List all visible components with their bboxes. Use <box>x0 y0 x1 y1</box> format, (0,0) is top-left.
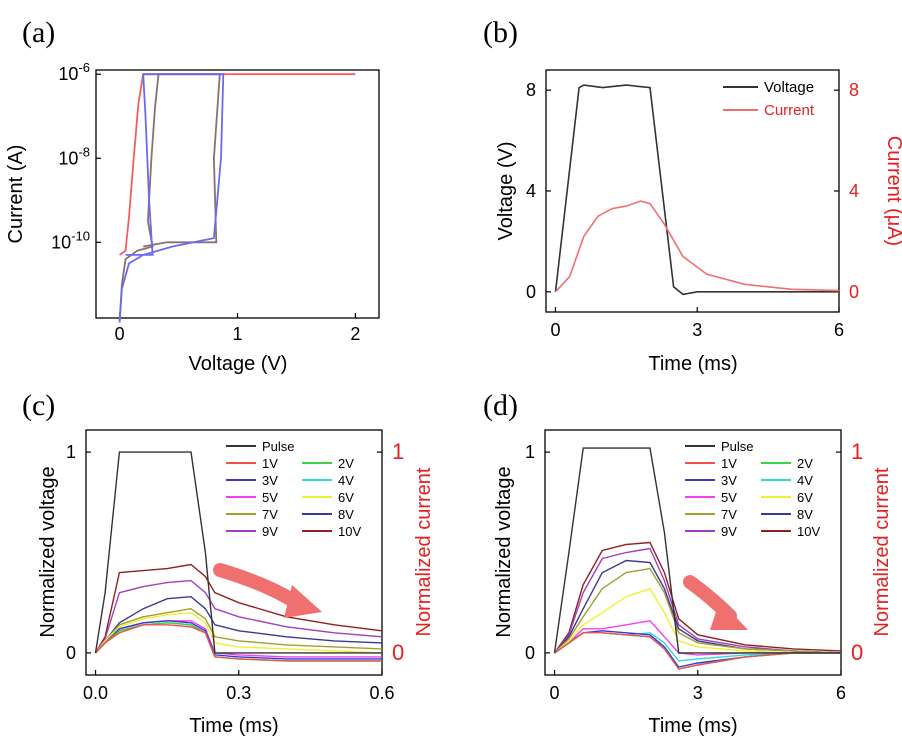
panel-c-ytick-label: 0 <box>66 643 76 663</box>
panel-c-arrow-head <box>284 585 322 618</box>
panel-d-legend-label: 9V <box>721 524 737 539</box>
panel-b-ytick-label: 8 <box>526 80 536 100</box>
panel-c-ytick-right-label: 0 <box>392 640 404 665</box>
panel-c-label: (c) <box>22 389 55 422</box>
panel-a-label: (a) <box>22 16 55 49</box>
panel-d-series-6v <box>554 587 841 654</box>
panel-c-series-6v <box>94 611 383 654</box>
panel-c-frame <box>85 429 383 676</box>
panel-d-legend-label: 2V <box>797 456 813 471</box>
panel-c-xlabel: Time (ms) <box>189 715 278 737</box>
panel-a: (a) Voltage (V) Current (A) 0 1 2 10-6 10-8 1… <box>5 16 380 375</box>
panel-b-xlabel: Time (ms) <box>648 353 737 375</box>
panel-d-legend-label: 6V <box>797 490 813 505</box>
panel-c-xtick-label: 0.3 <box>226 683 251 703</box>
panel-d-legend-label: 8V <box>797 507 813 522</box>
panel-b-label: (b) <box>483 16 518 49</box>
panel-c-ylabel: Normalized voltage <box>37 466 59 637</box>
panel-c-ytick-label: 1 <box>66 442 76 462</box>
panel-c-legend-label: 8V <box>338 507 354 522</box>
panel-b-ylabel: Voltage (V) <box>495 142 517 241</box>
panel-a-ytick-label: 10-10 <box>51 228 90 252</box>
panel-c-legend-label: 7V <box>262 507 278 522</box>
panel-d-legend-label: 1V <box>721 456 737 471</box>
panel-c-legend-label: 10V <box>338 524 361 539</box>
panel-d-arrow-head <box>710 600 748 630</box>
panel-c-legend-label: 1V <box>262 456 278 471</box>
panel-b-ytick-right-label: 8 <box>849 80 859 100</box>
panel-c-legend-label: Pulse <box>262 439 295 454</box>
panel-a-xtick-label: 2 <box>350 324 360 344</box>
panel-d-ytick-label: 1 <box>525 442 535 462</box>
panel-c-legend-label: 5V <box>262 490 278 505</box>
panel-c-series-10v <box>94 563 383 654</box>
panel-d-series-9v <box>553 547 842 654</box>
panel-c-ytick-right-label: 1 <box>392 439 404 464</box>
panel-b-legend: Voltage Current <box>723 79 815 119</box>
panel-b-ytick-right-label: 4 <box>849 181 859 201</box>
panel-d-ytick-label: 0 <box>525 643 535 663</box>
panel-b-ytick-right-label: 0 <box>849 282 859 302</box>
panel-c: (c) Time (ms) Normalized voltage Normali… <box>22 389 435 737</box>
panel-d-legend-label: 7V <box>721 507 737 522</box>
panel-a-xtick-label: 0 <box>115 324 125 344</box>
panel-b: (b) Time (ms) Voltage (V) Current (μA) 0… <box>483 16 902 375</box>
panel-d-legend-label: 10V <box>797 524 820 539</box>
panel-d-xtick-label: 0 <box>550 683 560 703</box>
panel-a-ylabel: Current (A) <box>5 145 27 244</box>
panel-c-series-7v <box>94 607 383 654</box>
panel-a-xtick-label: 1 <box>232 324 242 344</box>
panel-d: (d) Time (ms) Normalized voltage Normali… <box>483 389 893 737</box>
legend-voltage-label: Voltage <box>764 79 814 96</box>
panel-d-ytick-right-label: 1 <box>851 439 863 464</box>
panel-d-xlabel: Time (ms) <box>648 715 737 737</box>
panel-a-series-2 <box>118 73 225 323</box>
panel-c-series-8v <box>94 595 383 654</box>
panel-d-series-1v <box>554 632 841 670</box>
panel-c-legend-label: 2V <box>338 456 354 471</box>
panel-c-series-pulse <box>94 451 382 654</box>
panel-c-legend-label: 3V <box>262 473 278 488</box>
panel-d-series-pulse <box>553 447 841 654</box>
panel-c-legend-label: 4V <box>338 473 354 488</box>
panel-c-ylabel-right: Normalized current <box>413 467 435 636</box>
panel-d-xtick-label: 6 <box>836 683 846 703</box>
panel-d-frame <box>544 429 842 676</box>
panel-d-legend-label: 4V <box>797 473 813 488</box>
panel-c-xtick-label: 0.6 <box>369 683 394 703</box>
panel-c-legend-label: 6V <box>338 490 354 505</box>
panel-c-xtick-label: 0.0 <box>83 683 108 703</box>
panel-b-ytick-label: 0 <box>526 282 536 302</box>
panel-b-series-voltage <box>554 84 839 296</box>
panel-b-xtick-label: 3 <box>692 320 702 340</box>
panel-d-ytick-right-label: 0 <box>851 640 863 665</box>
panel-a-ytick-label: 10-8 <box>58 144 90 168</box>
panel-c-series-9v <box>94 579 383 654</box>
panel-d-series-10v <box>553 541 842 654</box>
panel-d-legend-label: 5V <box>721 490 737 505</box>
panel-a-series-1 <box>118 73 221 323</box>
panel-d-xtick-label: 3 <box>693 683 703 703</box>
panel-b-ylabel-right: Current (μA) <box>883 136 902 246</box>
panel-d-series-7v <box>554 567 842 654</box>
panel-b-series-current <box>554 200 840 293</box>
panel-b-xtick-label: 0 <box>550 320 560 340</box>
legend-current-label: Current <box>764 102 815 119</box>
panel-a-xlabel: Voltage (V) <box>189 353 288 375</box>
panel-b-ytick-label: 4 <box>526 181 536 201</box>
panel-d-ylabel-right: Normalized current <box>871 467 893 636</box>
panel-b-xtick-label: 6 <box>834 320 844 340</box>
panel-d-legend-label: Pulse <box>721 439 754 454</box>
panel-a-ytick-label: 10-6 <box>58 60 90 84</box>
panel-c-series-1v <box>94 624 382 662</box>
panel-c-series-3v <box>94 620 382 660</box>
panel-c-legend-label: 9V <box>262 524 278 539</box>
panel-d-ylabel: Normalized voltage <box>493 466 515 637</box>
panel-d-label: (d) <box>483 389 518 422</box>
panel-d-legend-label: 3V <box>721 473 737 488</box>
